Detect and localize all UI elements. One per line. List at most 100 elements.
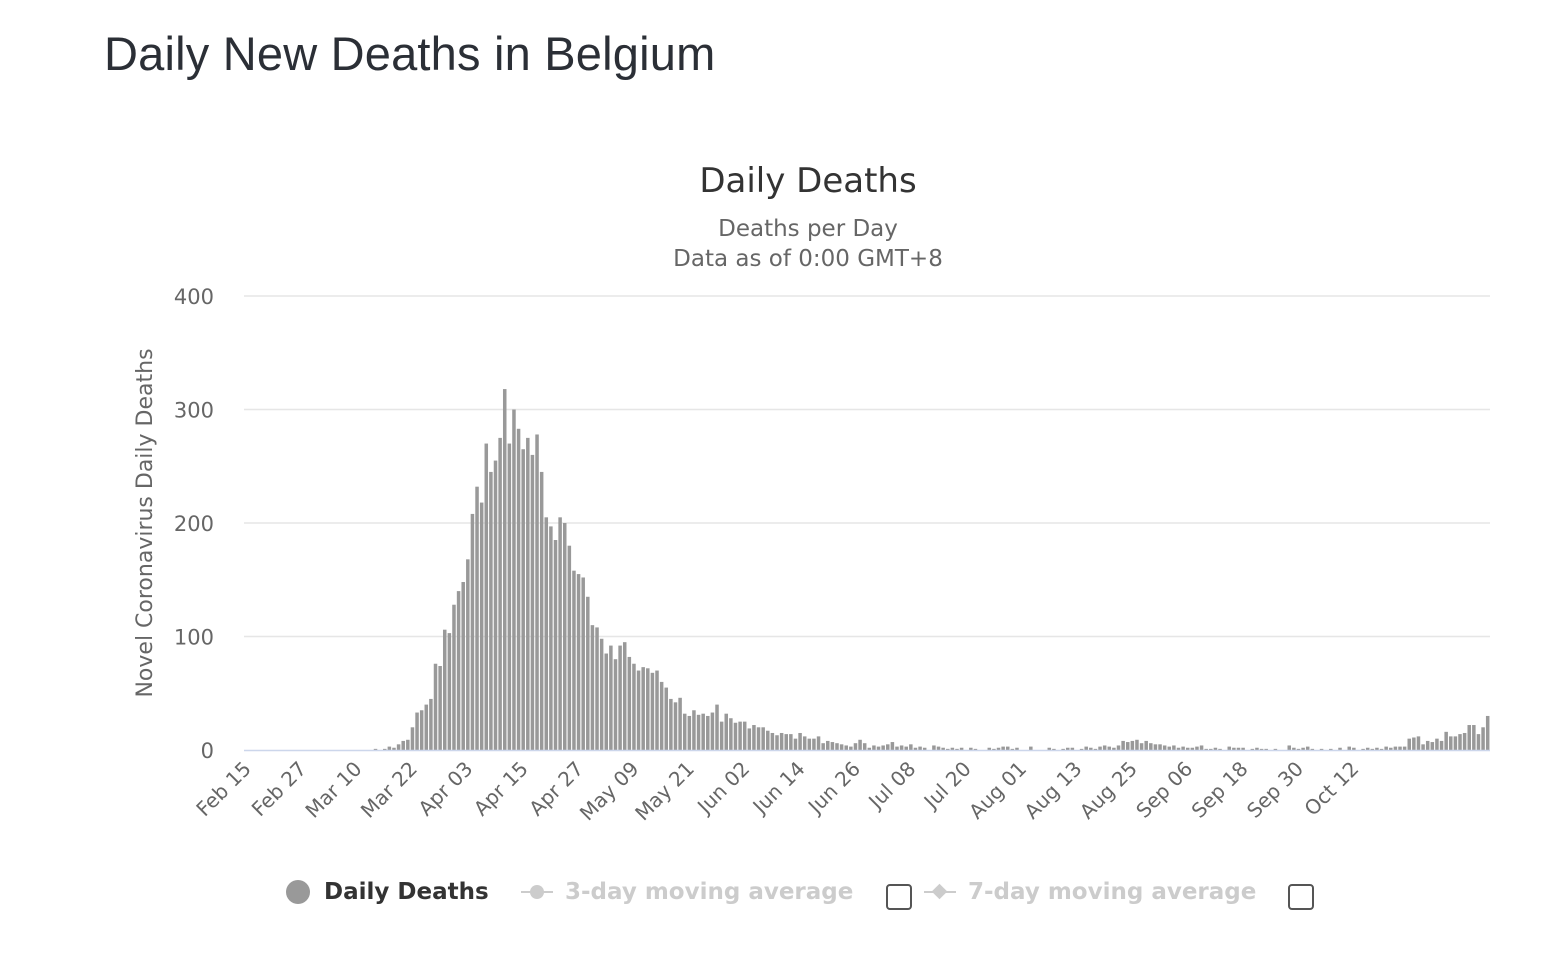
bar[interactable] <box>1218 748 1222 750</box>
bar[interactable] <box>715 704 719 750</box>
bar[interactable] <box>1259 748 1264 750</box>
bar[interactable] <box>544 517 549 750</box>
bar[interactable] <box>1116 745 1121 750</box>
bar[interactable] <box>1061 748 1065 750</box>
bar[interactable] <box>1010 748 1015 750</box>
bar[interactable] <box>456 591 461 750</box>
bar[interactable] <box>1167 746 1172 750</box>
bar[interactable] <box>1112 747 1116 750</box>
bar[interactable] <box>1015 747 1019 750</box>
bar[interactable] <box>1195 746 1199 750</box>
bar[interactable] <box>479 502 484 750</box>
bar[interactable] <box>484 443 489 750</box>
bar[interactable] <box>719 721 724 751</box>
bar[interactable] <box>1250 748 1255 750</box>
bar[interactable] <box>1241 747 1245 750</box>
bar[interactable] <box>867 747 872 750</box>
bar[interactable] <box>775 735 779 750</box>
bar[interactable] <box>1292 747 1296 750</box>
bar[interactable] <box>987 747 992 750</box>
bar[interactable] <box>872 745 876 750</box>
bar[interactable] <box>1135 739 1139 750</box>
bar[interactable] <box>793 738 798 750</box>
bar[interactable] <box>779 732 784 750</box>
bar[interactable] <box>1485 715 1490 750</box>
bar[interactable] <box>761 727 765 750</box>
bar[interactable] <box>586 596 590 750</box>
bar[interactable] <box>659 681 664 750</box>
bar[interactable] <box>1462 732 1467 750</box>
bar[interactable] <box>664 687 669 750</box>
bar[interactable] <box>696 714 701 750</box>
bar[interactable] <box>853 743 858 750</box>
bar[interactable] <box>1029 746 1033 750</box>
bar[interactable] <box>433 663 438 750</box>
bar[interactable] <box>604 653 609 750</box>
bar[interactable] <box>498 437 502 751</box>
bar[interactable] <box>996 747 1001 750</box>
bar[interactable] <box>738 721 742 751</box>
bar[interactable] <box>442 629 447 750</box>
bar[interactable] <box>1070 747 1075 750</box>
bar[interactable] <box>766 730 770 750</box>
bar[interactable] <box>1209 748 1213 750</box>
bar[interactable] <box>535 434 539 750</box>
bar[interactable] <box>1352 747 1356 750</box>
bar[interactable] <box>826 740 830 750</box>
bar[interactable] <box>392 747 396 750</box>
bar[interactable] <box>1089 747 1093 750</box>
bar[interactable] <box>1144 740 1148 750</box>
bar[interactable] <box>424 704 429 750</box>
bar[interactable] <box>576 574 581 750</box>
bar[interactable] <box>729 718 733 750</box>
bar[interactable] <box>844 745 848 750</box>
bar[interactable] <box>1319 748 1324 750</box>
bar[interactable] <box>830 742 835 750</box>
bar[interactable] <box>1125 742 1130 750</box>
bar[interactable] <box>1185 747 1190 750</box>
bar[interactable] <box>1412 737 1416 750</box>
bar[interactable] <box>553 540 558 750</box>
bar[interactable] <box>710 712 715 750</box>
bar[interactable] <box>461 582 465 750</box>
bar[interactable] <box>1172 745 1176 750</box>
bar[interactable] <box>1296 748 1301 750</box>
bar[interactable] <box>373 748 378 750</box>
bar[interactable] <box>1467 725 1471 750</box>
bar[interactable] <box>756 727 761 750</box>
bar[interactable] <box>1052 748 1056 750</box>
bar[interactable] <box>1093 748 1098 750</box>
bar[interactable] <box>618 645 622 750</box>
bar[interactable] <box>475 486 479 750</box>
bar[interactable] <box>1449 736 1453 750</box>
bar[interactable] <box>419 710 424 750</box>
bar[interactable] <box>452 604 456 750</box>
bar[interactable] <box>1153 744 1158 750</box>
bar[interactable] <box>922 747 927 750</box>
bar[interactable] <box>1102 745 1107 750</box>
bar[interactable] <box>886 744 890 750</box>
bar[interactable] <box>636 670 641 750</box>
bar[interactable] <box>1301 747 1305 750</box>
bar[interactable] <box>950 747 955 750</box>
bar[interactable] <box>959 747 964 750</box>
bar[interactable] <box>1329 748 1333 750</box>
bar[interactable] <box>1453 736 1458 750</box>
bar[interactable] <box>789 734 793 750</box>
bar[interactable] <box>438 666 442 750</box>
bar[interactable] <box>747 728 752 750</box>
bar[interactable] <box>687 715 692 750</box>
bar[interactable] <box>941 747 945 750</box>
bar[interactable] <box>821 743 825 750</box>
bar[interactable] <box>1338 747 1342 750</box>
bar[interactable] <box>858 739 862 750</box>
bar[interactable] <box>839 744 844 750</box>
bar[interactable] <box>466 559 470 750</box>
bar[interactable] <box>1398 746 1402 750</box>
bar[interactable] <box>816 736 821 750</box>
bar[interactable] <box>812 738 816 750</box>
bar[interactable] <box>1204 748 1208 750</box>
bar[interactable] <box>1347 746 1351 750</box>
checkbox-3-day-average[interactable] <box>886 884 912 910</box>
bar[interactable] <box>1199 745 1204 750</box>
